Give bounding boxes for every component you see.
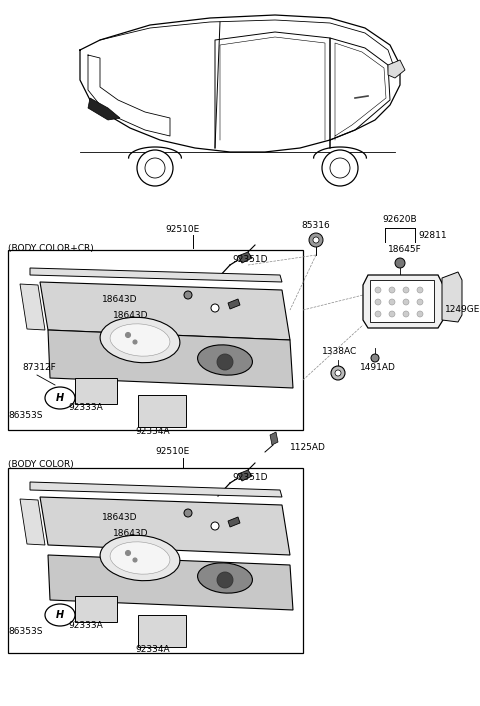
Text: 92351D: 92351D	[232, 474, 267, 482]
Polygon shape	[20, 499, 45, 545]
Text: 92333A: 92333A	[68, 404, 103, 412]
Bar	[75, 596, 117, 622]
Polygon shape	[30, 268, 282, 282]
Polygon shape	[442, 272, 462, 322]
Ellipse shape	[110, 324, 170, 356]
Circle shape	[417, 287, 423, 293]
Ellipse shape	[45, 604, 75, 626]
Polygon shape	[40, 282, 290, 340]
Text: 86353S: 86353S	[8, 410, 43, 419]
Text: 85316: 85316	[301, 220, 330, 229]
Polygon shape	[48, 555, 293, 610]
Text: 92811: 92811	[418, 230, 446, 239]
Polygon shape	[30, 482, 282, 497]
Ellipse shape	[198, 563, 252, 593]
Polygon shape	[88, 98, 120, 120]
Polygon shape	[40, 497, 290, 555]
Circle shape	[211, 304, 219, 312]
Circle shape	[217, 354, 233, 370]
Circle shape	[389, 299, 395, 305]
Text: 1491AD: 1491AD	[360, 364, 396, 373]
Circle shape	[403, 311, 409, 317]
Circle shape	[335, 370, 341, 376]
Text: 18643D: 18643D	[113, 529, 148, 537]
Polygon shape	[238, 470, 252, 481]
Text: H: H	[56, 393, 64, 403]
Circle shape	[309, 233, 323, 247]
Ellipse shape	[100, 535, 180, 580]
Circle shape	[211, 522, 219, 530]
Text: 92333A: 92333A	[68, 621, 103, 630]
Circle shape	[417, 311, 423, 317]
Circle shape	[371, 354, 379, 362]
Text: H: H	[56, 610, 64, 620]
Text: 18643D: 18643D	[102, 513, 137, 522]
Text: 18643D: 18643D	[102, 296, 137, 304]
Polygon shape	[388, 60, 405, 78]
Text: 92334A: 92334A	[135, 428, 169, 436]
Bar	[370, 280, 434, 322]
Circle shape	[331, 366, 345, 380]
Text: 1249GE: 1249GE	[445, 306, 480, 314]
Circle shape	[403, 287, 409, 293]
Text: 92351D: 92351D	[232, 256, 267, 265]
Polygon shape	[363, 275, 443, 328]
Circle shape	[375, 287, 381, 293]
Ellipse shape	[198, 345, 252, 375]
Circle shape	[417, 299, 423, 305]
Bar	[138, 395, 186, 427]
Circle shape	[145, 158, 165, 178]
Text: 92620B: 92620B	[383, 215, 417, 225]
Circle shape	[322, 150, 358, 186]
Circle shape	[137, 150, 173, 186]
Bar	[75, 378, 117, 404]
Circle shape	[375, 299, 381, 305]
Circle shape	[184, 291, 192, 299]
Bar	[138, 615, 186, 647]
Ellipse shape	[100, 317, 180, 363]
Text: 1338AC: 1338AC	[322, 347, 357, 357]
Ellipse shape	[110, 542, 170, 574]
Text: 92334A: 92334A	[135, 645, 169, 654]
Circle shape	[133, 340, 137, 344]
Polygon shape	[270, 432, 278, 445]
Polygon shape	[238, 252, 252, 263]
Text: (BODY COLOR): (BODY COLOR)	[8, 460, 74, 469]
Circle shape	[217, 572, 233, 588]
Bar	[8, 468, 303, 653]
Text: (BODY COLOR+CR): (BODY COLOR+CR)	[8, 244, 94, 253]
Circle shape	[184, 509, 192, 517]
Text: 18643D: 18643D	[113, 311, 148, 320]
Circle shape	[125, 333, 131, 337]
Text: 18645F: 18645F	[388, 246, 422, 254]
Circle shape	[125, 551, 131, 556]
Ellipse shape	[45, 387, 75, 409]
Circle shape	[403, 299, 409, 305]
Text: 92510E: 92510E	[165, 225, 199, 234]
Polygon shape	[228, 299, 240, 309]
Polygon shape	[228, 517, 240, 527]
Bar	[8, 250, 303, 430]
Circle shape	[330, 158, 350, 178]
Text: 86353S: 86353S	[8, 628, 43, 637]
Circle shape	[389, 311, 395, 317]
Polygon shape	[48, 330, 293, 388]
Text: 87312F: 87312F	[22, 364, 56, 373]
Text: 1125AD: 1125AD	[290, 443, 326, 453]
Circle shape	[389, 287, 395, 293]
Circle shape	[375, 311, 381, 317]
Circle shape	[395, 258, 405, 268]
Circle shape	[133, 558, 137, 562]
Text: 92510E: 92510E	[155, 448, 189, 457]
Polygon shape	[20, 284, 45, 330]
Circle shape	[313, 237, 319, 243]
